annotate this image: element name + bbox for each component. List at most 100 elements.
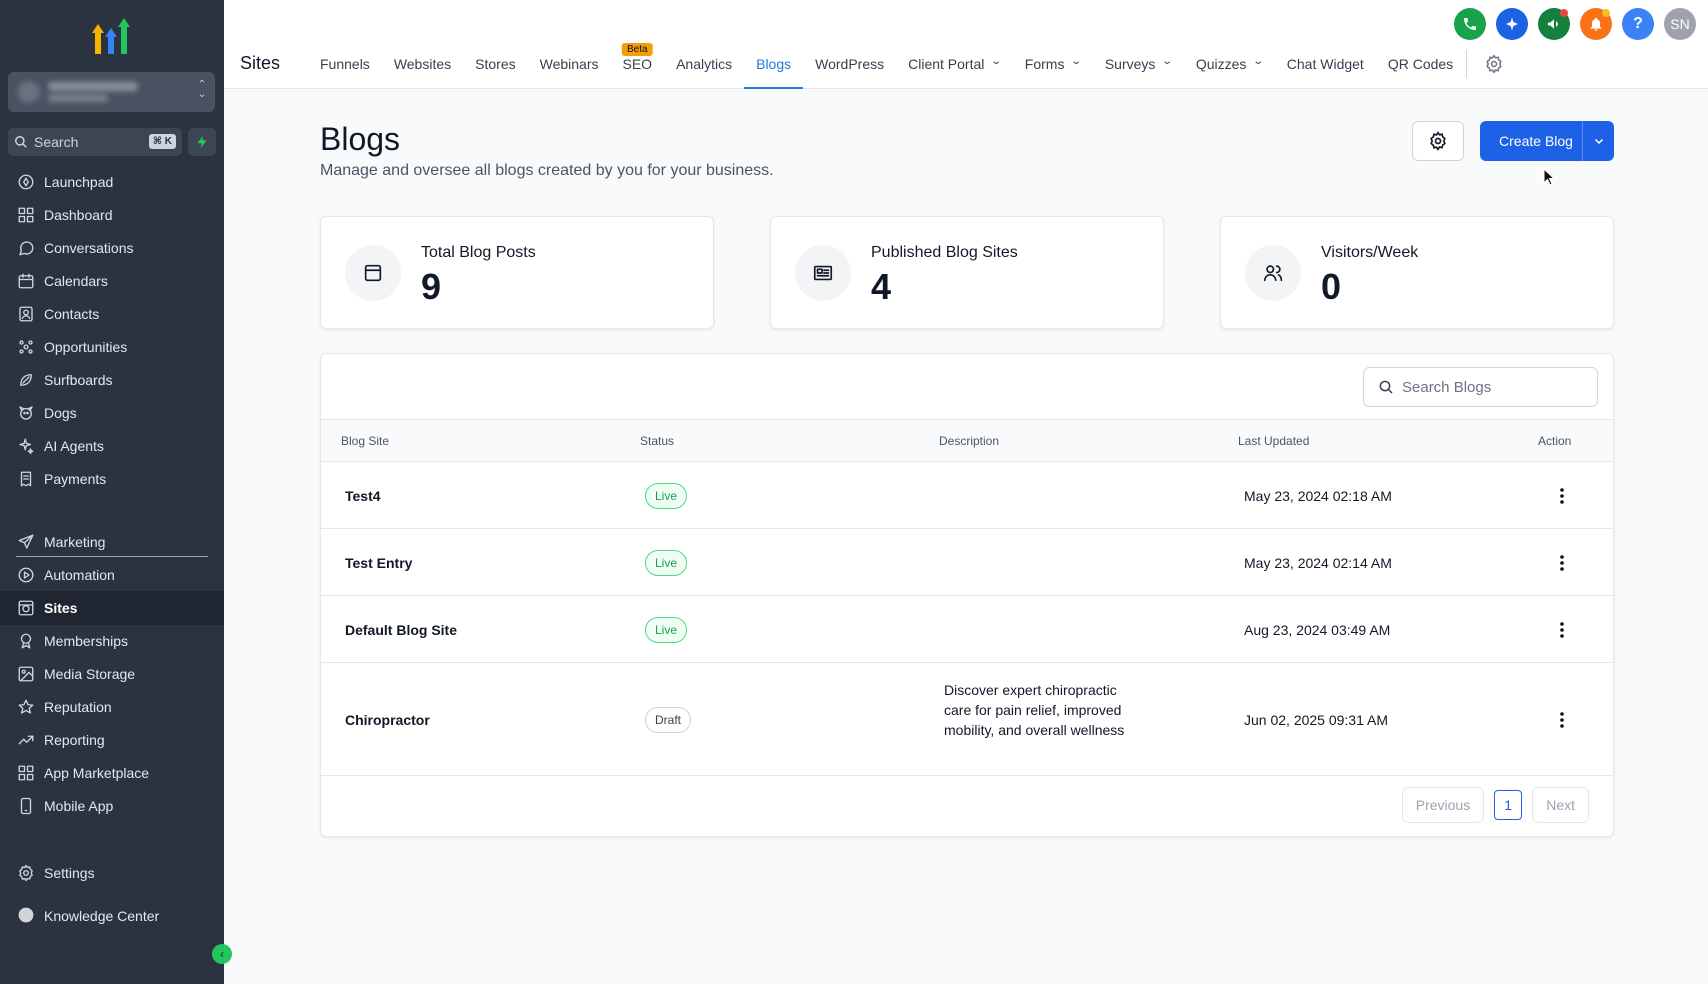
sidebar-item-conversations[interactable]: Conversations xyxy=(0,231,224,265)
tab-seo[interactable]: SEO Beta xyxy=(611,43,665,89)
notification-dot xyxy=(1602,9,1610,17)
tab-analytics[interactable]: Analytics xyxy=(664,52,744,89)
tab-client-portal[interactable]: Client Portal ⌄ xyxy=(896,52,1013,89)
gear-icon xyxy=(19,864,33,882)
sidebar-item-label: Dogs xyxy=(44,405,77,421)
blog-site-name[interactable]: Test4 xyxy=(345,487,381,504)
column-header-description: Description xyxy=(939,434,1000,448)
tab-websites[interactable]: Websites xyxy=(382,52,463,89)
collapse-sidebar-button[interactable]: ‹ xyxy=(212,944,232,964)
create-blog-button[interactable]: Create Blog xyxy=(1480,121,1592,161)
sidebar-item-mobile-app[interactable]: Mobile App xyxy=(0,789,224,823)
tab-webinars[interactable]: Webinars xyxy=(528,52,611,89)
row-actions-button[interactable] xyxy=(1550,618,1574,642)
sidebar-item-sites[interactable]: Sites xyxy=(0,591,224,625)
row-actions-button[interactable] xyxy=(1550,551,1574,575)
tab-settings-gear-icon[interactable] xyxy=(1484,54,1504,74)
tab-blogs[interactable]: Blogs xyxy=(744,52,804,89)
row-actions-button[interactable] xyxy=(1550,708,1574,732)
sidebar-item-reputation[interactable]: Reputation xyxy=(0,690,224,724)
tab-stores[interactable]: Stores xyxy=(463,52,527,89)
blog-site-name[interactable]: Test Entry xyxy=(345,554,413,571)
sidebar-item-automation[interactable]: Automation xyxy=(0,558,224,592)
sidebar-item-label: App Marketplace xyxy=(44,765,150,781)
sidebar-item-payments[interactable]: Payments xyxy=(0,462,224,496)
chevron-up-down-icon: ⌃ ⌄ xyxy=(197,79,207,100)
tab-chat-widget[interactable]: Chat Widget xyxy=(1275,52,1376,89)
account-name-blurred xyxy=(48,82,138,91)
sidebar: ⌃ ⌄ Search ⌘ K Launchpad Dashboard Conversa… xyxy=(0,0,232,984)
next-page-button[interactable]: Next xyxy=(1532,787,1589,823)
tab-label: Chat Widget xyxy=(1286,56,1364,72)
sidebar-item-app-marketplace[interactable]: App Marketplace xyxy=(0,756,224,790)
dog-icon xyxy=(19,406,33,420)
stat-label: Total Blog Posts xyxy=(421,244,536,261)
tab-quizzes[interactable]: Quizzes ⌄ xyxy=(1184,52,1275,89)
blog-site-name[interactable]: Default Blog Site xyxy=(345,621,458,638)
blog-site-name[interactable]: Chiropractor xyxy=(345,711,430,728)
ai-assistant-button[interactable] xyxy=(1496,8,1528,40)
search-blogs-input[interactable] xyxy=(1402,378,1592,396)
sidebar-item-launchpad[interactable]: Launchpad xyxy=(0,165,224,199)
help-button[interactable]: ? xyxy=(1622,8,1654,40)
tab-label: QR Codes xyxy=(1387,56,1454,72)
sidebar-item-surfboards[interactable]: Surfboards xyxy=(0,363,224,397)
sidebar-item-ai-agents[interactable]: AI Agents xyxy=(0,429,224,463)
notifications-button[interactable] xyxy=(1580,8,1612,40)
tab-wordpress[interactable]: WordPress xyxy=(803,52,896,89)
quick-actions-button[interactable] xyxy=(188,128,216,156)
account-switcher[interactable]: ⌃ ⌄ xyxy=(8,72,215,112)
lightning-icon xyxy=(197,136,207,148)
blog-settings-button[interactable] xyxy=(1412,121,1464,161)
sidebar-item-label: Launchpad xyxy=(44,174,114,190)
announcement-dot xyxy=(1560,9,1568,17)
sidebar-item-contacts[interactable]: Contacts xyxy=(0,297,224,331)
table-row[interactable]: Test Entry Live May 23, 2024 02:14 AM xyxy=(321,529,1613,596)
announcements-button[interactable] xyxy=(1538,8,1570,40)
sidebar-search[interactable]: Search ⌘ K xyxy=(8,128,182,156)
previous-page-button[interactable]: Previous xyxy=(1401,787,1485,823)
brand-logo-icon[interactable] xyxy=(90,16,132,54)
sidebar-item-label: Media Storage xyxy=(44,666,136,682)
contacts-icon xyxy=(19,306,33,322)
stat-icon-circle xyxy=(345,245,401,301)
gear-icon xyxy=(1430,131,1446,151)
sidebar-item-marketing[interactable]: Marketing xyxy=(0,525,224,559)
page-title: Blogs xyxy=(320,121,401,157)
search-blogs-field[interactable] xyxy=(1363,367,1598,407)
sidebar-item-calendars[interactable]: Calendars xyxy=(0,264,224,298)
tab-label: Stores xyxy=(475,56,516,72)
sidebar-item-dogs[interactable]: Dogs xyxy=(0,396,224,430)
sidebar-item-dashboard[interactable]: Dashboard xyxy=(0,198,224,232)
status-badge: Live xyxy=(645,549,688,576)
row-actions-button[interactable] xyxy=(1550,484,1574,508)
rocket-icon xyxy=(18,174,34,190)
newspaper-icon xyxy=(813,265,833,281)
sidebar-item-label: Surfboards xyxy=(44,372,113,388)
tab-forms[interactable]: Forms ⌄ xyxy=(1013,52,1093,89)
sidebar-item-memberships[interactable]: Memberships xyxy=(0,624,224,658)
tab-surveys[interactable]: Surveys ⌄ xyxy=(1093,52,1184,89)
table-header: Blog Site Status Description Last Updated Ac… xyxy=(321,419,1613,462)
sidebar-item-label: Settings xyxy=(44,865,95,881)
sidebar-item-label: Contacts xyxy=(44,306,100,322)
user-avatar[interactable]: SN xyxy=(1664,8,1696,40)
blog-description: Discover expert chiropractic care for pa… xyxy=(944,681,1125,738)
phone-call-button[interactable] xyxy=(1454,8,1486,40)
sidebar-item-opportunities[interactable]: Opportunities xyxy=(0,330,224,364)
sidebar-item-settings[interactable]: Settings xyxy=(0,856,224,890)
status-badge: Live xyxy=(645,482,688,509)
tab-qr-codes[interactable]: QR Codes xyxy=(1376,52,1465,89)
table-row[interactable]: Chiropractor Draft Discover expert chiro… xyxy=(321,663,1613,776)
table-row[interactable]: Default Blog Site Live Aug 23, 2024 03:4… xyxy=(321,596,1613,663)
sidebar-item-media-storage[interactable]: Media Storage xyxy=(0,657,224,691)
page-number-button[interactable]: 1 xyxy=(1494,790,1523,820)
sidebar-item-reporting[interactable]: Reporting xyxy=(0,723,224,757)
create-blog-dropdown-button[interactable] xyxy=(1582,121,1614,161)
more-vertical-icon xyxy=(1560,487,1564,504)
tab-funnels[interactable]: Funnels xyxy=(308,52,382,89)
sidebar-item-label: Reputation xyxy=(44,699,112,715)
sidebar-item-label: Automation xyxy=(44,567,115,583)
table-row[interactable]: Test4 Live May 23, 2024 02:18 AM xyxy=(321,462,1613,529)
sidebar-item-knowledge-center[interactable]: Knowledge Center xyxy=(0,904,224,924)
